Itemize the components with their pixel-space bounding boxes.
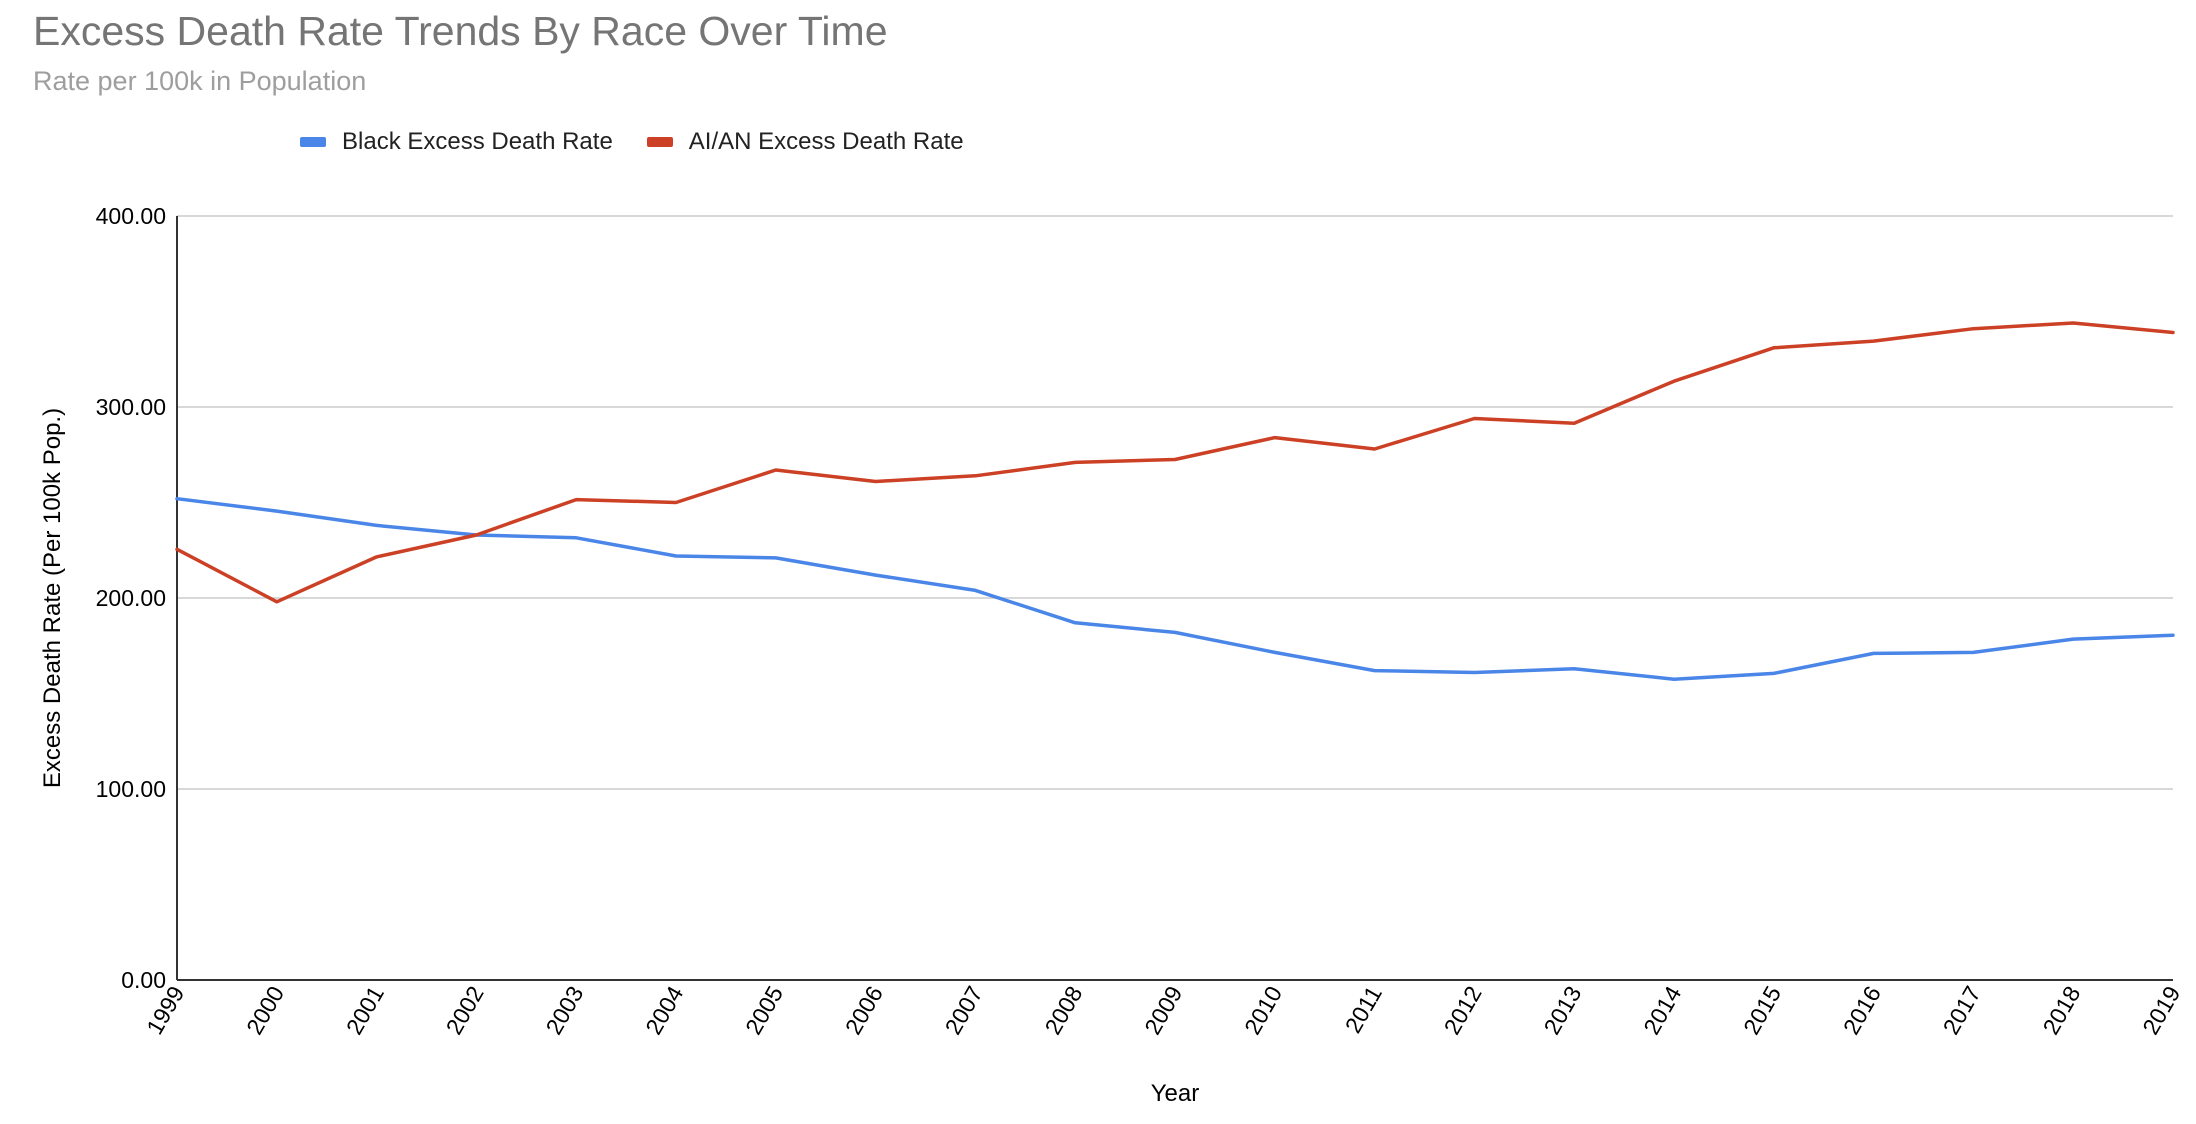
x-tick-label: 2008 — [1039, 982, 1087, 1039]
x-tick-label: 2009 — [1139, 982, 1187, 1039]
chart-legend: Black Excess Death Rate AI/AN Excess Dea… — [300, 128, 998, 156]
y-axis-ticks: 0.00 100.00 200.00 300.00 400.00 — [96, 203, 166, 993]
x-tick-label: 2006 — [840, 982, 888, 1039]
y-tick-label: 400.00 — [96, 203, 166, 229]
x-tick-label: 2000 — [241, 982, 289, 1039]
chart-subtitle: Rate per 100k in Population — [33, 66, 367, 96]
x-tick-label: 2013 — [1538, 982, 1586, 1039]
y-tick-label: 100.00 — [96, 776, 166, 802]
legend-label-black: Black Excess Death Rate — [342, 128, 613, 155]
series-lines — [175, 321, 2175, 681]
legend-item-black[interactable]: Black Excess Death Rate — [300, 128, 613, 156]
x-tick-label: 2007 — [940, 982, 988, 1039]
x-tick-label: 2010 — [1239, 982, 1287, 1039]
legend-swatch-black — [300, 137, 326, 147]
x-tick-label: 2014 — [1638, 981, 1686, 1038]
legend-item-aian[interactable]: AI/AN Excess Death Rate — [646, 128, 964, 156]
y-tick-label: 300.00 — [96, 394, 166, 420]
series-line-0[interactable] — [175, 496, 2175, 681]
series-line-1[interactable] — [175, 321, 2175, 604]
x-tick-label: 2019 — [2137, 982, 2185, 1039]
x-tick-label: 2001 — [341, 982, 389, 1039]
y-tick-label: 200.00 — [96, 585, 166, 611]
x-tick-label: 2002 — [441, 982, 489, 1039]
x-tick-label: 2011 — [1340, 982, 1387, 1038]
gridlines — [177, 215, 2173, 790]
x-tick-label: 2005 — [740, 982, 788, 1039]
y-axis-title: Excess Death Rate (Per 100k Pop.) — [39, 408, 66, 788]
legend-label-aian: AI/AN Excess Death Rate — [688, 128, 964, 155]
x-tick-label: 2016 — [1838, 982, 1886, 1039]
x-tick-label: 2012 — [1439, 982, 1487, 1039]
x-tick-label: 2003 — [540, 982, 588, 1039]
x-axis-title: Year — [1151, 1080, 1200, 1107]
chart-title: Excess Death Rate Trends By Race Over Ti… — [33, 8, 888, 54]
axes — [176, 216, 2173, 981]
x-tick-label: 2018 — [2037, 982, 2085, 1039]
y-tick-label: 0.00 — [121, 967, 166, 993]
x-tick-label: 2004 — [640, 981, 688, 1038]
x-tick-label: 2015 — [1738, 982, 1786, 1039]
x-tick-label: 2017 — [1938, 982, 1986, 1039]
x-axis-ticks: 1999 2000 2001 2002 2003 2004 2005 2006 2007 2008… — [141, 981, 2185, 1038]
legend-swatch-aian — [646, 137, 673, 147]
